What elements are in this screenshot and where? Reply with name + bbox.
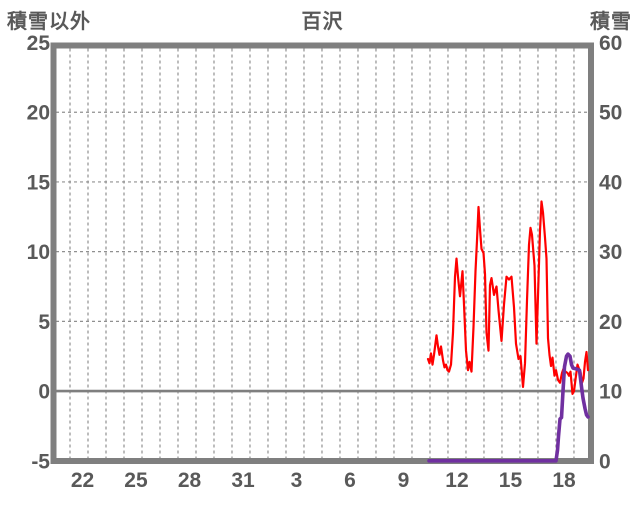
- right-axis-tick-label: 30: [599, 241, 622, 264]
- right-axis-tick-label: 20: [599, 311, 622, 334]
- x-axis-tick-label: 18: [552, 469, 576, 492]
- right-axis-tick-label: 0: [599, 450, 611, 473]
- plot-border: [50, 42, 594, 464]
- left-axis-tick-label: 5: [38, 311, 50, 334]
- right-axis-tick-label: 10: [599, 381, 622, 404]
- left-axis-title: 積雪以外: [7, 11, 91, 33]
- left-axis-tick-label: 10: [27, 241, 50, 264]
- right-axis-title: 積雪: [590, 11, 632, 33]
- x-axis-tick-label: 9: [398, 469, 410, 492]
- series-snow-depth: [427, 352, 590, 463]
- right-axis-tick-label: 60: [599, 32, 622, 55]
- x-axis-tick-label: 12: [445, 469, 468, 492]
- left-axis-tick-label: 25: [27, 32, 51, 55]
- x-axis-tick-label: 31: [231, 469, 255, 492]
- left-axis-tick-label: 0: [38, 381, 50, 404]
- x-axis-tick-label: 15: [499, 469, 523, 492]
- right-axis-tick-label: 40: [599, 171, 622, 194]
- x-axis-tick-label: 22: [71, 469, 94, 492]
- left-axis-tick-label: 15: [27, 171, 51, 194]
- x-axis-tick-label: 6: [344, 469, 356, 492]
- x-axis-tick-label: 3: [291, 469, 303, 492]
- x-axis-tick-label: 28: [178, 469, 202, 492]
- right-axis-tick-label: 50: [599, 102, 622, 125]
- chart-title: 百沢: [301, 11, 344, 33]
- left-axis-tick-label: 20: [27, 102, 50, 125]
- x-axis-tick-label: 25: [124, 469, 148, 492]
- left-axis-tick-label: -5: [31, 450, 50, 473]
